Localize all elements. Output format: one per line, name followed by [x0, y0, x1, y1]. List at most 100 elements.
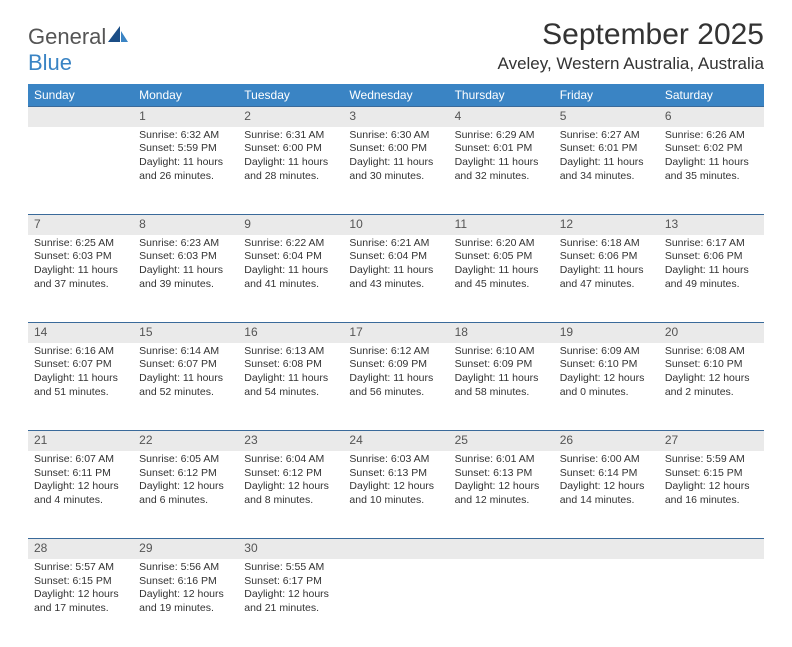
weekday-header: Wednesday [343, 84, 448, 107]
day-content-row: Sunrise: 6:25 AMSunset: 6:03 PMDaylight:… [28, 235, 764, 323]
day-cell: Sunrise: 6:00 AMSunset: 6:14 PMDaylight:… [554, 451, 659, 539]
daylight-line1: Daylight: 11 hours [349, 156, 442, 170]
sunrise-text: Sunrise: 6:25 AM [34, 237, 127, 251]
daylight-line1: Daylight: 12 hours [139, 588, 232, 602]
daylight-line2: and 19 minutes. [139, 602, 232, 616]
sunrise-text: Sunrise: 6:13 AM [244, 345, 337, 359]
calendar-table: Sunday Monday Tuesday Wednesday Thursday… [28, 84, 764, 647]
daylight-line2: and 12 minutes. [455, 494, 548, 508]
day-cell: Sunrise: 5:57 AMSunset: 6:15 PMDaylight:… [28, 559, 133, 647]
sunset-text: Sunset: 6:12 PM [244, 467, 337, 481]
daylight-line2: and 47 minutes. [560, 278, 653, 292]
day-number: 4 [449, 107, 554, 127]
location-text: Aveley, Western Australia, Australia [498, 54, 764, 74]
sunrise-text: Sunrise: 5:57 AM [34, 561, 127, 575]
day-cell: Sunrise: 6:26 AMSunset: 6:02 PMDaylight:… [659, 127, 764, 215]
daylight-line1: Daylight: 11 hours [560, 156, 653, 170]
sunset-text: Sunset: 6:12 PM [139, 467, 232, 481]
day-number: 7 [28, 215, 133, 235]
sunset-text: Sunset: 5:59 PM [139, 142, 232, 156]
sunset-text: Sunset: 6:09 PM [455, 358, 548, 372]
day-cell [343, 559, 448, 647]
sunrise-text: Sunrise: 6:01 AM [455, 453, 548, 467]
daylight-line1: Daylight: 11 hours [455, 372, 548, 386]
daylight-line2: and 21 minutes. [244, 602, 337, 616]
daylight-line2: and 4 minutes. [34, 494, 127, 508]
daylight-line2: and 54 minutes. [244, 386, 337, 400]
daylight-line1: Daylight: 11 hours [244, 372, 337, 386]
sunrise-text: Sunrise: 6:05 AM [139, 453, 232, 467]
daylight-line1: Daylight: 11 hours [455, 156, 548, 170]
day-number: 2 [238, 107, 343, 127]
sunset-text: Sunset: 6:16 PM [139, 575, 232, 589]
day-cell: Sunrise: 6:09 AMSunset: 6:10 PMDaylight:… [554, 343, 659, 431]
daylight-line2: and 52 minutes. [139, 386, 232, 400]
day-number: 20 [659, 323, 764, 343]
logo-text-main: General [28, 24, 106, 49]
daylight-line2: and 45 minutes. [455, 278, 548, 292]
sunset-text: Sunset: 6:04 PM [349, 250, 442, 264]
daylight-line1: Daylight: 11 hours [139, 372, 232, 386]
logo-sail-icon [108, 26, 128, 49]
day-number: 29 [133, 539, 238, 559]
daylight-line1: Daylight: 12 hours [244, 480, 337, 494]
daylight-line2: and 41 minutes. [244, 278, 337, 292]
day-number: 5 [554, 107, 659, 127]
daylight-line2: and 28 minutes. [244, 170, 337, 184]
day-number-row: 123456 [28, 107, 764, 127]
sunrise-text: Sunrise: 6:10 AM [455, 345, 548, 359]
day-number [659, 539, 764, 559]
title-block: September 2025 Aveley, Western Australia… [498, 18, 764, 74]
day-number: 3 [343, 107, 448, 127]
daylight-line2: and 35 minutes. [665, 170, 758, 184]
sunset-text: Sunset: 6:00 PM [244, 142, 337, 156]
daylight-line1: Daylight: 11 hours [665, 264, 758, 278]
day-content-row: Sunrise: 6:32 AMSunset: 5:59 PMDaylight:… [28, 127, 764, 215]
daylight-line1: Daylight: 11 hours [349, 264, 442, 278]
daylight-line2: and 43 minutes. [349, 278, 442, 292]
sunset-text: Sunset: 6:15 PM [665, 467, 758, 481]
sunset-text: Sunset: 6:13 PM [455, 467, 548, 481]
day-number: 26 [554, 431, 659, 451]
daylight-line2: and 56 minutes. [349, 386, 442, 400]
sunset-text: Sunset: 6:14 PM [560, 467, 653, 481]
day-number: 12 [554, 215, 659, 235]
daylight-line1: Daylight: 12 hours [139, 480, 232, 494]
daylight-line1: Daylight: 11 hours [455, 264, 548, 278]
day-number: 14 [28, 323, 133, 343]
sunrise-text: Sunrise: 6:26 AM [665, 129, 758, 143]
day-number-row: 282930 [28, 539, 764, 559]
daylight-line2: and 2 minutes. [665, 386, 758, 400]
weekday-header: Tuesday [238, 84, 343, 107]
sunset-text: Sunset: 6:01 PM [560, 142, 653, 156]
day-cell: Sunrise: 6:13 AMSunset: 6:08 PMDaylight:… [238, 343, 343, 431]
daylight-line2: and 30 minutes. [349, 170, 442, 184]
weekday-header: Saturday [659, 84, 764, 107]
day-cell: Sunrise: 6:08 AMSunset: 6:10 PMDaylight:… [659, 343, 764, 431]
day-number: 8 [133, 215, 238, 235]
day-cell: Sunrise: 6:03 AMSunset: 6:13 PMDaylight:… [343, 451, 448, 539]
daylight-line1: Daylight: 12 hours [665, 480, 758, 494]
sunrise-text: Sunrise: 6:27 AM [560, 129, 653, 143]
day-number-row: 78910111213 [28, 215, 764, 235]
sunrise-text: Sunrise: 6:29 AM [455, 129, 548, 143]
sunset-text: Sunset: 6:13 PM [349, 467, 442, 481]
daylight-line2: and 6 minutes. [139, 494, 232, 508]
day-number [343, 539, 448, 559]
sunset-text: Sunset: 6:09 PM [349, 358, 442, 372]
day-number: 16 [238, 323, 343, 343]
daylight-line1: Daylight: 11 hours [349, 372, 442, 386]
day-cell: Sunrise: 6:21 AMSunset: 6:04 PMDaylight:… [343, 235, 448, 323]
daylight-line1: Daylight: 12 hours [455, 480, 548, 494]
day-cell: Sunrise: 6:17 AMSunset: 6:06 PMDaylight:… [659, 235, 764, 323]
day-number: 6 [659, 107, 764, 127]
day-cell: Sunrise: 6:01 AMSunset: 6:13 PMDaylight:… [449, 451, 554, 539]
sunrise-text: Sunrise: 6:09 AM [560, 345, 653, 359]
sunrise-text: Sunrise: 6:08 AM [665, 345, 758, 359]
day-cell [659, 559, 764, 647]
daylight-line2: and 37 minutes. [34, 278, 127, 292]
day-number [449, 539, 554, 559]
day-number-row: 21222324252627 [28, 431, 764, 451]
day-cell: Sunrise: 5:59 AMSunset: 6:15 PMDaylight:… [659, 451, 764, 539]
day-cell: Sunrise: 6:20 AMSunset: 6:05 PMDaylight:… [449, 235, 554, 323]
